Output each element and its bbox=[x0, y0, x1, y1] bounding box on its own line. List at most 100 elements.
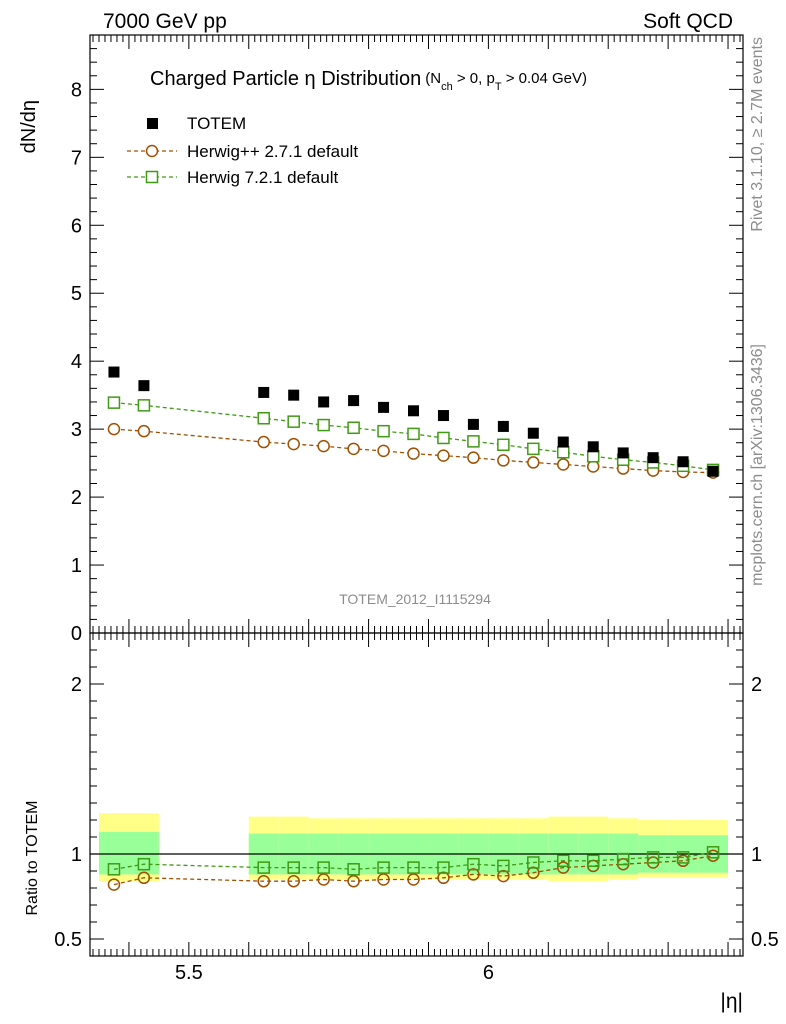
header-right: Soft QCD bbox=[643, 10, 733, 33]
mcplots-label: mcplots.cern.ch [arXiv:1306.3436] bbox=[749, 344, 766, 586]
herwigpp-point bbox=[557, 458, 570, 471]
ratio-herwigpp-point bbox=[527, 866, 540, 879]
ratio-herwig7-point bbox=[257, 861, 270, 874]
ratio-herwig7-point bbox=[586, 854, 600, 868]
ratio-herwigpp-point bbox=[557, 861, 570, 874]
legend-label-totem: TOTEM bbox=[187, 114, 246, 133]
ratio-herwig7-point bbox=[467, 857, 480, 871]
ratio-panel: 0.5 0.51 12 2 5.5 6 Ratio to TOTEM |η| bbox=[24, 35, 779, 1013]
herwig7-point bbox=[137, 399, 151, 412]
ratio-herwig7-point bbox=[347, 863, 360, 876]
ratio-y-tick-label-left: 1 bbox=[71, 844, 82, 866]
main-y-tick-label: 1 bbox=[71, 555, 82, 577]
totem-point bbox=[707, 465, 719, 477]
herwig7-point bbox=[377, 424, 390, 438]
ratio-herwigpp-point bbox=[377, 873, 390, 886]
herwigpp-point bbox=[317, 439, 330, 453]
herwig7-point bbox=[527, 442, 540, 456]
herwig7-point bbox=[557, 445, 570, 459]
herwig7-point bbox=[437, 431, 450, 445]
legend: TOTEM Herwig++ 2.7.1 default Herwig 7.2.… bbox=[127, 114, 358, 187]
main-y-tick-label: 0 bbox=[71, 623, 82, 645]
ratio-herwig7-point bbox=[437, 861, 450, 874]
legend-label-herwigpp: Herwig++ 2.7.1 default bbox=[187, 142, 358, 161]
ratio-marks bbox=[107, 846, 720, 891]
herwigpp-point bbox=[347, 442, 360, 456]
totem-point bbox=[677, 456, 689, 468]
herwigpp-point bbox=[257, 435, 270, 449]
totem-point bbox=[138, 380, 150, 392]
ratio-y-tick-label-right: 2 bbox=[751, 674, 762, 696]
ratio-herwig7-point bbox=[317, 861, 330, 874]
totem-point bbox=[378, 401, 390, 413]
herwigpp-point bbox=[377, 444, 390, 458]
ratio-herwig7-point bbox=[137, 857, 151, 871]
totem-point bbox=[258, 386, 270, 398]
ratio-herwigpp-point bbox=[107, 878, 121, 891]
x-tick-label: 6 bbox=[483, 962, 494, 984]
ratio-y-tick-label-left: 0.5 bbox=[54, 929, 82, 951]
main-y-tick-label: 8 bbox=[71, 79, 82, 101]
totem-point bbox=[318, 396, 330, 408]
herwigpp-point bbox=[586, 460, 600, 473]
ratio-herwig7-point bbox=[407, 861, 420, 874]
ratio-y-ticks: 0.5 0.5 1 1 2 2 bbox=[54, 632, 779, 957]
herwigpp-point bbox=[287, 437, 300, 451]
legend-marker-herwigpp bbox=[145, 144, 159, 158]
legend-label-herwig7: Herwig 7.2.1 default bbox=[187, 168, 338, 187]
herwig7-point bbox=[257, 412, 270, 425]
main-marks bbox=[107, 366, 720, 479]
herwigpp-point bbox=[407, 447, 420, 460]
ratio-herwig7-point bbox=[706, 846, 720, 859]
ratio-herwig7-point bbox=[527, 856, 540, 869]
totem-point bbox=[108, 366, 120, 378]
totem-point bbox=[527, 427, 539, 439]
header-left: 7000 GeV pp bbox=[103, 10, 227, 33]
ratio-herwig7-point bbox=[497, 859, 510, 873]
main-y-tick-label: 7 bbox=[71, 147, 82, 169]
rivet-version-label: Rivet 3.1.10, ≥ 2.7M events bbox=[749, 37, 766, 232]
ratio-y-tick-label-right: 0.5 bbox=[751, 929, 779, 951]
ratio-herwigpp-point bbox=[287, 874, 300, 888]
totem-point bbox=[467, 418, 479, 430]
totem-point bbox=[587, 441, 599, 453]
ratio-y-tick-label-right: 1 bbox=[751, 844, 762, 866]
ratio-panel-frame bbox=[89, 632, 744, 957]
herwigpp-point bbox=[107, 422, 121, 436]
main-y-tick-label: 4 bbox=[71, 351, 82, 373]
totem-point bbox=[497, 420, 509, 432]
herwig7-point bbox=[287, 415, 300, 428]
totem-point bbox=[557, 436, 569, 448]
totem-point bbox=[647, 452, 659, 464]
ratio-herwig7-point bbox=[287, 861, 300, 874]
x-axis-label: |η| bbox=[720, 990, 743, 1013]
totem-point bbox=[437, 410, 449, 422]
herwig7-point bbox=[586, 450, 600, 463]
ratio-herwigpp-point bbox=[407, 873, 420, 886]
ratio-herwig7-point bbox=[107, 863, 121, 876]
ratio-y-tick-label-left: 2 bbox=[71, 674, 82, 696]
herwigpp-point bbox=[527, 456, 540, 469]
legend-marker-herwig7 bbox=[145, 170, 159, 184]
x-tick-label: 5.5 bbox=[175, 962, 203, 984]
herwig7-point bbox=[467, 435, 480, 448]
ratio-herwig7-point bbox=[557, 854, 570, 868]
chart-title: Charged Particle η Distribution (Nch > 0,… bbox=[150, 68, 587, 93]
main-y-tick-label: 3 bbox=[71, 419, 82, 441]
herwig7-point bbox=[407, 427, 420, 441]
analysis-watermark: TOTEM_2012_I1115294 bbox=[339, 591, 491, 607]
herwigpp-point bbox=[497, 454, 510, 467]
ratio-herwigpp-point bbox=[497, 869, 510, 883]
ratio-herwig7-point bbox=[616, 852, 630, 866]
ratio-herwigpp-point bbox=[317, 873, 330, 886]
x-ticks: 5.5 6 bbox=[92, 35, 741, 984]
main-y-ticks: 0 1 2 3 4 5 6 7 8 bbox=[71, 34, 743, 645]
ratio-y-axis-label: Ratio to TOTEM bbox=[24, 801, 41, 916]
ratio-herwig7-point bbox=[676, 851, 690, 864]
herwig7-point bbox=[497, 438, 510, 452]
totem-point bbox=[408, 405, 420, 417]
herwig7-point bbox=[347, 421, 360, 435]
herwigpp-point bbox=[137, 424, 151, 438]
herwig7-point bbox=[107, 396, 121, 409]
